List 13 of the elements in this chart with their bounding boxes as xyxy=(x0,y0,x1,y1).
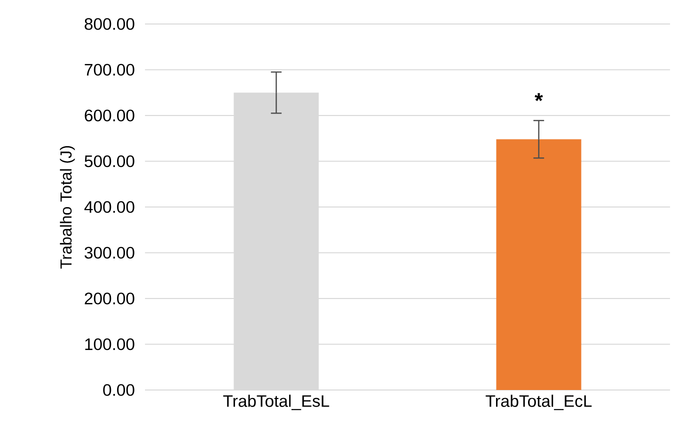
y-tick-label: 100.00 xyxy=(85,338,134,350)
y-tick-label: 800.00 xyxy=(84,18,134,30)
y-tick-label: 500.00 xyxy=(84,155,134,168)
y-axis-title: Trabalho Total (J) xyxy=(60,146,75,269)
x-tick-label: TrabTotal_EcL xyxy=(486,394,592,410)
y-tick-label: 700.00 xyxy=(84,64,134,76)
y-tick-label: 600.00 xyxy=(84,110,134,122)
y-tick-label: 400.00 xyxy=(84,201,134,213)
x-tick-label: TrabTotal_EsL xyxy=(223,394,330,410)
y-tick-label: 300.00 xyxy=(84,246,134,259)
y-tick-label: 0.00 xyxy=(103,384,134,396)
y-tick-label: 200.00 xyxy=(84,292,134,304)
annotation: * xyxy=(534,93,543,102)
